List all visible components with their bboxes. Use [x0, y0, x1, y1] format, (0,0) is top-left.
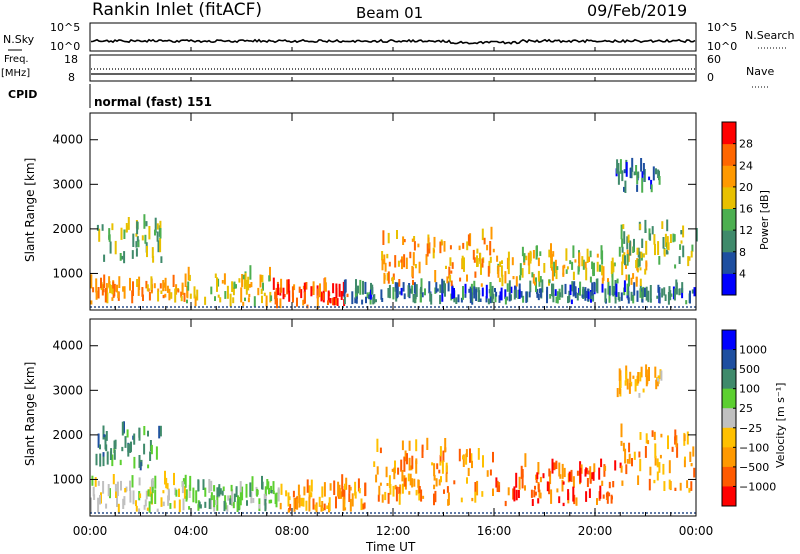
velocity-colorbar-swatch	[722, 427, 736, 448]
velocity-ylabel: Slant Range [km]	[23, 362, 37, 466]
y-tick-label: 2000	[52, 222, 83, 236]
power-colorbar-swatch	[722, 208, 736, 231]
power-colorbar-tick: 20	[739, 181, 753, 194]
power-panel: 1000 2000 3000 4000 Slant Range [km] 4 8 12 16…	[23, 112, 771, 311]
velocity-colorbar-swatch	[722, 330, 736, 351]
y-tick-label: 3000	[52, 383, 83, 397]
y-tick-label: 1000	[52, 266, 83, 280]
nsky-panel: N.Sky 10^5 10^0 10^5 10^0 N.Search	[3, 21, 795, 53]
freq-tick-top: 18	[64, 53, 78, 66]
power-echo-region	[496, 241, 648, 287]
velocity-colorbar-tick: 500	[739, 363, 760, 376]
x-tick-label: 16:00	[477, 524, 512, 538]
power-colorbar-swatch	[722, 165, 736, 188]
velocity-colorbar-swatch	[722, 466, 736, 487]
nsky-trace	[90, 38, 696, 45]
velocity-colorbar-label: Velocity [m s⁻¹]	[774, 383, 787, 468]
velocity-echoes	[90, 364, 696, 514]
x-tick-label: 04:00	[174, 524, 209, 538]
power-echo-region	[620, 219, 698, 269]
power-colorbar-swatch	[722, 251, 736, 274]
power-colorbar-tick: 28	[739, 138, 753, 151]
time-xlabel: Time UT	[365, 540, 416, 554]
power-echo-region	[96, 214, 163, 264]
y-tick-label: 3000	[52, 177, 83, 191]
power-echo-region	[381, 226, 495, 287]
power-colorbar-tick: 24	[739, 159, 753, 172]
y-tick-label: 2000	[52, 428, 83, 442]
nsky-tick-top: 10^5	[50, 21, 80, 34]
y-tick-label: 4000	[52, 339, 83, 353]
nave-label: Nave	[746, 65, 774, 78]
date-title: 09/Feb/2019	[587, 1, 687, 20]
velocity-colorbar-swatch	[722, 369, 736, 390]
power-colorbar-swatch	[722, 122, 736, 145]
power-colorbar-tick: 8	[739, 246, 746, 259]
beam-title: Beam 01	[356, 4, 423, 22]
nsearch-tick-bottom: 10^0	[707, 40, 737, 53]
nsearch-label: N.Search	[745, 29, 795, 42]
power-colorbar-swatch	[722, 230, 736, 253]
nave-tick-top: 60	[707, 53, 721, 66]
velocity-echo-region	[90, 470, 188, 513]
velocity-panel: 1000 2000 3000 4000 00:00 04:00 08:00 12:00 16:…	[23, 113, 787, 554]
velocity-echo-region	[95, 421, 162, 471]
y-tick-label: 1000	[52, 472, 83, 486]
power-colorbar-tick: 4	[739, 267, 746, 280]
freq-label: Freq.	[4, 54, 29, 65]
x-tick-label: 20:00	[578, 524, 613, 538]
velocity-colorbar-swatch	[722, 447, 736, 468]
power-echo-region	[615, 157, 661, 193]
nsearch-tick-top: 10^5	[707, 21, 737, 34]
velocity-colorbar-tick: −500	[739, 461, 769, 474]
cpid-label: CPID	[8, 88, 37, 101]
velocity-echo-region	[373, 437, 494, 506]
freq-tick-bottom: 8	[68, 71, 75, 84]
velocity-colorbar-swatch	[722, 408, 736, 429]
nsky-label: N.Sky	[3, 33, 35, 46]
velocity-echo-region	[620, 423, 696, 493]
freq-panel: Freq. [MHz] 18 8 60 0 Nave	[1, 53, 774, 88]
velocity-colorbar-tick: 1000	[739, 344, 767, 357]
velocity-echo-region	[188, 475, 280, 512]
nave-tick-bottom: 0	[707, 71, 714, 84]
power-colorbar-label: Power [dB]	[758, 190, 771, 250]
power-colorbar-swatch	[722, 273, 736, 296]
velocity-colorbar-swatch	[722, 486, 736, 507]
power-echo-region	[272, 277, 349, 309]
velocity-colorbar-tick: −100	[739, 441, 769, 454]
velocity-colorbar-swatch	[722, 388, 736, 409]
x-tick-label: 00:00	[73, 524, 108, 538]
velocity-echo-region	[495, 453, 622, 507]
power-colorbar-tick: 12	[739, 224, 753, 237]
station-title: Rankin Inlet (fitACF)	[92, 0, 262, 20]
power-echoes	[90, 157, 698, 309]
velocity-colorbar-swatch	[722, 349, 736, 370]
power-echo-region	[343, 277, 696, 305]
power-colorbar-swatch	[722, 186, 736, 209]
velocity-colorbar: 1000 500 100 25 −25 −100 −500 −1000	[721, 329, 776, 507]
velocity-colorbar-tick: −25	[739, 422, 762, 435]
velocity-colorbar-tick: −1000	[739, 480, 776, 493]
power-echo-region	[90, 273, 187, 305]
power-colorbar-swatch	[722, 143, 736, 166]
x-tick-label: 12:00	[376, 524, 411, 538]
nsky-tick-bottom: 10^0	[50, 40, 80, 53]
velocity-colorbar-tick: 100	[739, 383, 760, 396]
power-echo-region	[186, 265, 273, 307]
velocity-echo-region	[616, 364, 663, 398]
velocity-colorbar-tick: 25	[739, 402, 753, 415]
power-ylabel: Slant Range [km]	[23, 158, 37, 262]
cpid-value: normal (fast) 151	[94, 95, 212, 109]
x-tick-label: 00:00	[679, 524, 714, 538]
x-tick-label: 08:00	[275, 524, 310, 538]
power-colorbar-tick: 16	[739, 203, 753, 216]
velocity-echo-region	[279, 474, 367, 513]
power-colorbar: 4 8 12 16 20 24 28	[721, 121, 753, 296]
freq-unit: [MHz]	[1, 68, 30, 79]
y-tick-label: 4000	[52, 133, 83, 147]
